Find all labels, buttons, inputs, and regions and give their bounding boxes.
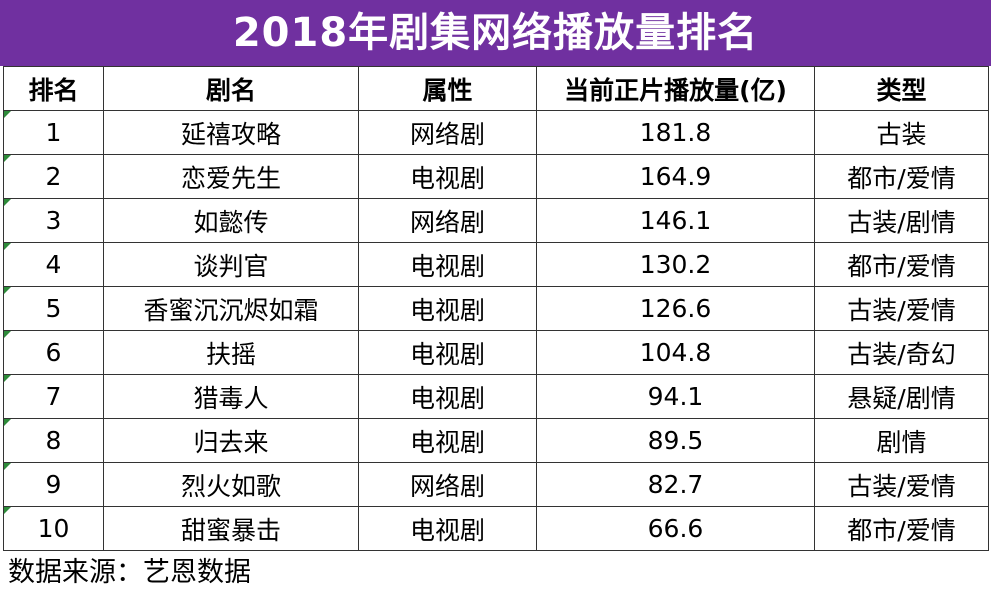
drama-name-cell: 猎毒人	[103, 374, 359, 419]
views-cell: 181.8	[536, 110, 815, 155]
table-row: 9 烈火如歌 网络剧 82.7 古装/爱情	[3, 462, 989, 507]
ranking-table: 排名 剧名 属性 当前正片播放量(亿) 类型 1 延禧攻略 网络剧 181.8 古装 2 恋…	[3, 66, 989, 551]
rank-cell: 5	[3, 286, 104, 331]
rank-value: 8	[45, 426, 62, 455]
rank-cell: 4	[3, 242, 104, 287]
views-cell: 146.1	[536, 198, 815, 243]
rank-cell: 10	[3, 506, 104, 551]
table-row: 1 延禧攻略 网络剧 181.8 古装	[3, 110, 989, 155]
views-cell: 82.7	[536, 462, 815, 507]
page-title: 2018年剧集网络播放量排名	[0, 0, 991, 66]
drama-name-cell: 谈判官	[103, 242, 359, 287]
rank-value: 7	[45, 382, 62, 411]
views-cell: 89.5	[536, 418, 815, 463]
attribute-cell: 电视剧	[358, 374, 537, 419]
attribute-cell: 电视剧	[358, 242, 537, 287]
table-header-row: 排名 剧名 属性 当前正片播放量(亿) 类型	[3, 66, 989, 111]
cell-corner-marker-icon	[4, 287, 11, 294]
genre-cell: 古装	[814, 110, 989, 155]
rank-value: 6	[45, 338, 62, 367]
genre-cell: 剧情	[814, 418, 989, 463]
table-row: 3 如懿传 网络剧 146.1 古装/剧情	[3, 198, 989, 243]
rank-value: 10	[37, 514, 70, 543]
attribute-cell: 网络剧	[358, 198, 537, 243]
table-row: 8 归去来 电视剧 89.5 剧情	[3, 418, 989, 463]
rank-cell: 2	[3, 154, 104, 199]
drama-name-cell: 归去来	[103, 418, 359, 463]
genre-cell: 都市/爱情	[814, 506, 989, 551]
header-views: 当前正片播放量(亿)	[536, 66, 815, 111]
data-source-note: 数据来源：艺恩数据	[8, 557, 251, 588]
cell-corner-marker-icon	[4, 199, 11, 206]
cell-corner-marker-icon	[4, 155, 11, 162]
table-row: 7 猎毒人 电视剧 94.1 悬疑/剧情	[3, 374, 989, 419]
cell-corner-marker-icon	[4, 419, 11, 426]
table-body: 1 延禧攻略 网络剧 181.8 古装 2 恋爱先生 电视剧 164.9 都市/爱情 3 如懿传 网络剧…	[3, 110, 989, 551]
drama-name-cell: 如懿传	[103, 198, 359, 243]
table-row: 2 恋爱先生 电视剧 164.9 都市/爱情	[3, 154, 989, 199]
attribute-cell: 网络剧	[358, 462, 537, 507]
genre-cell: 悬疑/剧情	[814, 374, 989, 419]
rank-value: 4	[45, 250, 62, 279]
rank-value: 2	[45, 162, 62, 191]
drama-name-cell: 延禧攻略	[103, 110, 359, 155]
table-row: 5 香蜜沉沉烬如霜 电视剧 126.6 古装/爱情	[3, 286, 989, 331]
cell-corner-marker-icon	[4, 375, 11, 382]
cell-corner-marker-icon	[4, 463, 11, 470]
rank-cell: 7	[3, 374, 104, 419]
drama-name-cell: 香蜜沉沉烬如霜	[103, 286, 359, 331]
cell-corner-marker-icon	[4, 507, 11, 514]
rank-cell: 9	[3, 462, 104, 507]
rank-value: 9	[45, 470, 62, 499]
genre-cell: 古装/奇幻	[814, 330, 989, 375]
views-cell: 164.9	[536, 154, 815, 199]
attribute-cell: 电视剧	[358, 286, 537, 331]
views-cell: 130.2	[536, 242, 815, 287]
rank-cell: 8	[3, 418, 104, 463]
genre-cell: 古装/爱情	[814, 286, 989, 331]
views-cell: 66.6	[536, 506, 815, 551]
rank-cell: 1	[3, 110, 104, 155]
rank-cell: 3	[3, 198, 104, 243]
drama-name-cell: 烈火如歌	[103, 462, 359, 507]
genre-cell: 古装/爱情	[814, 462, 989, 507]
drama-name-cell: 扶摇	[103, 330, 359, 375]
rank-value: 3	[45, 206, 62, 235]
header-attribute: 属性	[358, 66, 537, 111]
cell-corner-marker-icon	[4, 331, 11, 338]
genre-cell: 都市/爱情	[814, 154, 989, 199]
rank-cell: 6	[3, 330, 104, 375]
header-rank: 排名	[3, 66, 104, 111]
cell-corner-marker-icon	[4, 243, 11, 250]
rank-value: 5	[45, 294, 62, 323]
views-cell: 126.6	[536, 286, 815, 331]
header-drama-name: 剧名	[103, 66, 359, 111]
attribute-cell: 电视剧	[358, 418, 537, 463]
attribute-cell: 电视剧	[358, 506, 537, 551]
table-row: 6 扶摇 电视剧 104.8 古装/奇幻	[3, 330, 989, 375]
rank-value: 1	[45, 118, 62, 147]
drama-name-cell: 恋爱先生	[103, 154, 359, 199]
genre-cell: 古装/剧情	[814, 198, 989, 243]
table-row: 4 谈判官 电视剧 130.2 都市/爱情	[3, 242, 989, 287]
views-cell: 94.1	[536, 374, 815, 419]
drama-name-cell: 甜蜜暴击	[103, 506, 359, 551]
attribute-cell: 电视剧	[358, 330, 537, 375]
genre-cell: 都市/爱情	[814, 242, 989, 287]
header-genre: 类型	[814, 66, 989, 111]
attribute-cell: 网络剧	[358, 110, 537, 155]
views-cell: 104.8	[536, 330, 815, 375]
attribute-cell: 电视剧	[358, 154, 537, 199]
table-row: 10 甜蜜暴击 电视剧 66.6 都市/爱情	[3, 506, 989, 551]
cell-corner-marker-icon	[4, 111, 11, 118]
